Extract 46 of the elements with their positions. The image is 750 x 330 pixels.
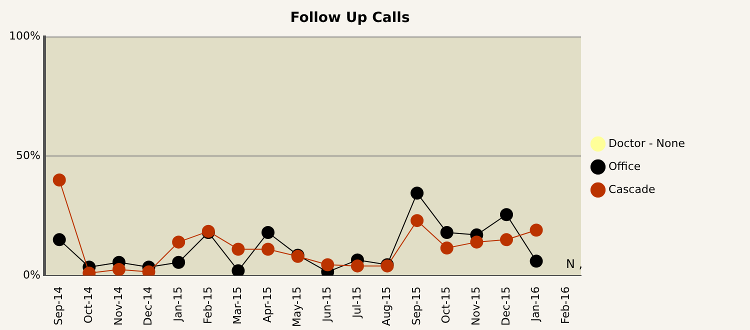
point (440, 226, 454, 240)
point (410, 186, 424, 200)
point (410, 214, 424, 228)
x-tick-label: May-15 (290, 286, 304, 327)
x-tick-label: Mar-15 (231, 286, 244, 325)
y-tick-label: 0% (22, 268, 40, 282)
point (52, 174, 66, 187)
point (232, 264, 245, 276)
point (262, 226, 275, 240)
point (500, 233, 513, 246)
point (172, 236, 186, 249)
y-tick-label: 100% (8, 30, 40, 43)
x-tick-label: Aug-15 (380, 286, 394, 326)
legend-label: Doctor - None (608, 136, 686, 150)
point (172, 256, 186, 269)
x-tick-label: Dec-15 (499, 286, 512, 326)
x-tick-label: Oct-15 (440, 286, 453, 324)
annotation: N , (566, 257, 583, 271)
y-tick-label: 50% (16, 149, 40, 162)
x-tick-label: Feb-15 (201, 286, 214, 324)
point (440, 242, 454, 255)
chart-title: Follow Up Calls (290, 10, 410, 26)
point (321, 258, 334, 272)
point (52, 233, 66, 246)
point (500, 208, 513, 222)
point (262, 242, 275, 256)
x-tick-label: Sep-15 (410, 286, 423, 326)
x-tick-label: Feb-16 (558, 286, 572, 324)
x-tick-label: Jan-16 (529, 286, 542, 322)
point (530, 254, 543, 268)
legend-label: Office (608, 160, 641, 173)
x-tick-label: Nov-15 (470, 286, 483, 326)
x-tick-label: Jun-15 (320, 286, 334, 323)
point (112, 263, 126, 276)
x-tick-label: Jul-15 (350, 286, 364, 319)
x-tick-label: Sep-14 (52, 286, 66, 326)
legend-label: Cascade (608, 182, 656, 196)
x-tick-label: Apr-15 (260, 286, 274, 323)
x-tick-label: Oct-14 (82, 286, 96, 324)
x-tick-label: Dec-14 (142, 286, 155, 326)
point (530, 224, 543, 237)
x-tick-label: Jan-15 (171, 286, 184, 322)
point (470, 236, 484, 249)
point (232, 242, 245, 256)
point (350, 259, 364, 272)
x-tick-label: Nov-14 (112, 286, 125, 326)
